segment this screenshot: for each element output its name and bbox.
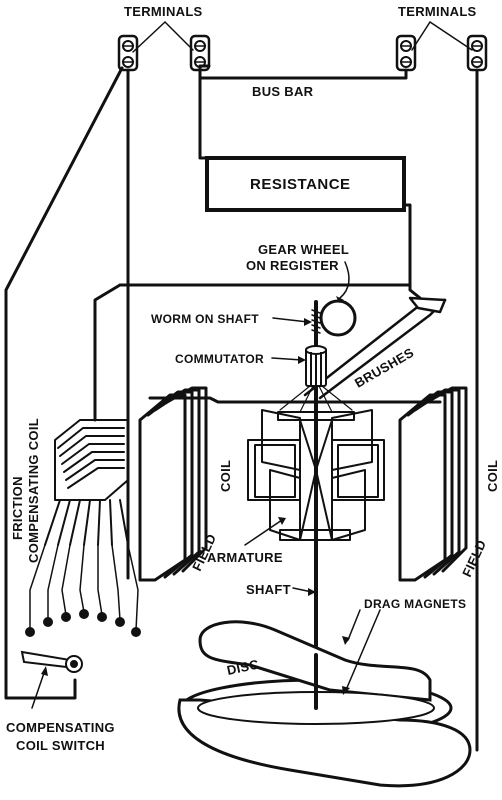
coil-switch <box>20 650 83 673</box>
field-coil-right <box>398 386 468 582</box>
resistance-wires <box>198 76 422 300</box>
field-coil-left <box>138 386 208 582</box>
drag-magnets-label: DRAG MAGNETS <box>364 597 466 611</box>
field-right-label: FIELD <box>459 538 489 580</box>
armature-label: ARMATURE <box>207 550 283 565</box>
terminals-left-label: TERMINALS <box>124 4 203 19</box>
terminal-3 <box>395 34 417 72</box>
switch-label-1: COMPENSATING <box>6 720 115 735</box>
armature <box>247 409 385 541</box>
switch-contacts <box>25 609 141 637</box>
friction-label-2: COMPENSATING COIL <box>26 418 41 563</box>
terminals-right-label: TERMINALS <box>398 4 477 19</box>
worm-gear <box>311 309 321 334</box>
commutator-label: COMMUTATOR <box>175 352 264 366</box>
friction-compensating-coil <box>44 419 129 546</box>
bus-bar-label: BUS BAR <box>252 84 314 99</box>
coil-right-label: COIL <box>485 460 500 492</box>
bus-bar <box>198 64 408 80</box>
terminal-pointers <box>132 21 473 53</box>
brush-assembly <box>303 296 447 400</box>
gear-wheel-label-2: ON REGISTER <box>246 258 339 273</box>
resistance-label: RESISTANCE <box>250 176 351 193</box>
gear-wheel-label-1: GEAR WHEEL <box>258 242 349 257</box>
gear-wheel <box>319 299 357 337</box>
resistance-box <box>205 156 406 212</box>
commutator-leads <box>279 385 353 413</box>
friction-label-1: FRICTION <box>10 476 25 540</box>
terminal-1 <box>117 34 139 72</box>
switch-label-2: COIL SWITCH <box>16 738 105 753</box>
shaft-label: SHAFT <box>246 582 291 597</box>
worm-on-shaft-label: WORM ON SHAFT <box>151 312 259 326</box>
coil-left-label: COIL <box>218 460 233 492</box>
terminal-4 <box>466 34 488 72</box>
disc-label: DISC <box>226 656 261 677</box>
commutator <box>305 345 327 387</box>
coil-taps <box>29 479 139 631</box>
main-wires <box>4 66 479 752</box>
